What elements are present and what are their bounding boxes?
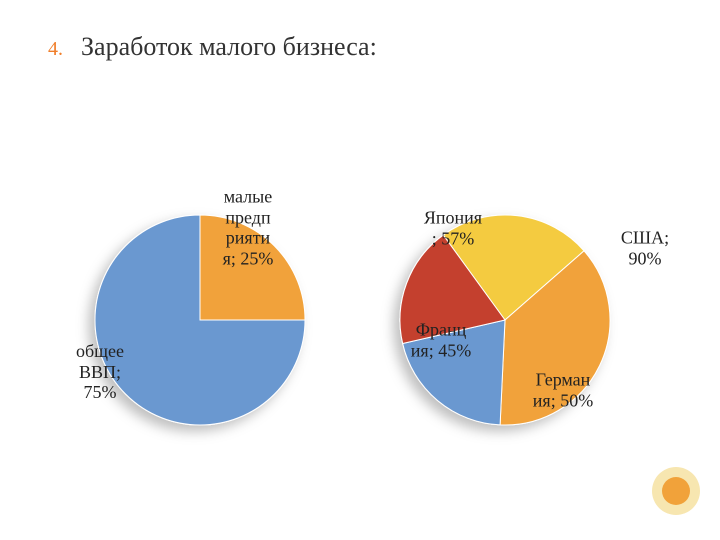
pie-slice-label: США; 90% <box>621 227 669 268</box>
title-number: 4. <box>48 38 63 61</box>
pie-slice-label: Франц ия; 45% <box>411 319 471 360</box>
pie-slice-label: Япония ; 57% <box>424 207 482 248</box>
pie-slice-label: общее ВВП; 75% <box>76 341 124 403</box>
pie-slice-label: малые предп рияти я; 25% <box>223 187 274 270</box>
title-row: 4. Заработок малого бизнеса: <box>48 32 377 62</box>
pie-svg <box>65 185 335 455</box>
pie-chart-left <box>65 185 335 455</box>
corner-decor-icon <box>650 465 702 517</box>
pie-slice-label: Герман ия; 50% <box>533 369 593 410</box>
corner-decoration <box>650 465 702 522</box>
title-text: Заработок малого бизнеса: <box>81 32 377 62</box>
